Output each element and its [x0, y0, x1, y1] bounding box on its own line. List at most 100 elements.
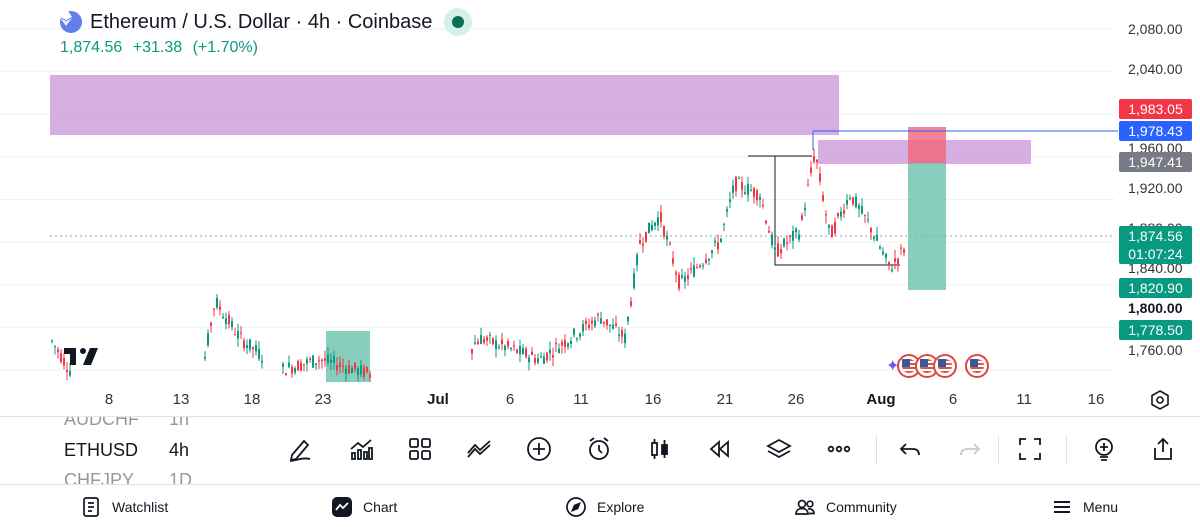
candle-body [645, 231, 647, 242]
fullscreen-icon[interactable] [1014, 433, 1046, 465]
candle-body [783, 238, 785, 247]
market-status-icon[interactable] [444, 8, 473, 36]
undo-icon[interactable] [894, 433, 926, 465]
candle-body [882, 251, 884, 255]
add-icon[interactable] [523, 433, 555, 465]
candle-body [234, 334, 236, 336]
candle-body [633, 273, 635, 288]
candle-body [627, 316, 629, 322]
candle-body [510, 348, 512, 350]
candle-body [255, 345, 257, 352]
candle-body [606, 319, 608, 326]
candle-body [828, 224, 830, 228]
share-icon[interactable] [1147, 433, 1179, 465]
last-price-tag: 1,874.56 [1128, 228, 1183, 244]
candle-body [672, 257, 674, 264]
candle-body [810, 167, 812, 173]
candle-body [297, 360, 299, 371]
symbol-list-item[interactable]: AUDCHF 1h [64, 417, 204, 430]
compare-icon[interactable] [463, 433, 495, 465]
candle-body [834, 221, 836, 234]
pencil-icon[interactable] [284, 433, 316, 465]
us-flag-event-icon[interactable] [933, 354, 958, 378]
price-axis-label: 1,800.00 [1128, 300, 1183, 316]
nav-label: Menu [1083, 498, 1119, 515]
symbol-list-item-active[interactable]: ETHUSD 4h [64, 440, 204, 461]
candle-body [492, 338, 494, 344]
candle-body [774, 247, 776, 251]
candle-body [249, 339, 251, 350]
candle-body [726, 209, 728, 212]
candle-body [858, 205, 860, 209]
candle-body [540, 356, 542, 358]
candle-body [786, 242, 788, 244]
layout-grid-icon[interactable] [404, 433, 436, 465]
candle-body [552, 355, 554, 358]
candle-body [294, 368, 296, 373]
candle-body [609, 324, 611, 327]
candle-body [753, 188, 755, 197]
layers-icon[interactable] [763, 433, 795, 465]
candle-body [513, 345, 515, 347]
candle-body [852, 197, 854, 205]
candle-body [600, 318, 602, 324]
price-chart[interactable] [0, 0, 1200, 416]
ethereum-icon [60, 8, 82, 33]
candle-body [900, 247, 902, 249]
chart-area[interactable]: Ethereum / U.S. Dollar · 4h · Coinbase 1… [0, 0, 1200, 416]
candle-body [888, 261, 890, 266]
redo-icon[interactable] [954, 433, 986, 465]
replay-icon[interactable] [703, 433, 735, 465]
time-axis-label: 11 [1016, 391, 1032, 408]
candle-body [792, 231, 794, 241]
candle-body [327, 354, 329, 363]
candle-body [258, 348, 260, 359]
candle-body [597, 313, 599, 316]
candle-body [213, 308, 215, 310]
candle-body [585, 320, 587, 325]
chart-settings-icon[interactable] [1150, 390, 1170, 410]
candle-body [240, 332, 242, 334]
candle-body [288, 362, 290, 368]
candle-body [477, 341, 479, 345]
candle-body [603, 321, 605, 324]
candle-body [306, 359, 308, 364]
symbol-switcher[interactable]: AUDCHF 1h ETHUSD 4h CHFJPY 1D [64, 417, 204, 485]
nav-watchlist[interactable]: Watchlist [80, 485, 168, 527]
economic-events[interactable]: ✦ [886, 354, 990, 378]
nav-label: Community [826, 498, 897, 515]
symbol-name: ETHUSD [64, 440, 139, 460]
candle-body [870, 227, 872, 233]
stop-zone [908, 127, 946, 163]
candle-body [342, 365, 344, 367]
nav-chart[interactable]: Chart [331, 485, 397, 527]
indicators-icon[interactable] [345, 433, 377, 465]
candle-body [849, 197, 851, 199]
nav-explore[interactable]: Explore [565, 485, 644, 527]
candles-icon[interactable] [643, 433, 675, 465]
candle-body [363, 367, 365, 377]
nav-menu[interactable]: Menu [1051, 485, 1118, 527]
candle-body [831, 225, 833, 238]
us-flag-event-icon[interactable] [965, 354, 990, 378]
candle-body [501, 339, 503, 345]
candle-body [369, 374, 371, 378]
candle-body [756, 190, 758, 201]
community-icon [795, 499, 815, 515]
candle-body [669, 243, 671, 245]
price-tag-target: 1,820.90 [1119, 278, 1192, 298]
bar-countdown: 01:07:24 [1128, 246, 1183, 262]
candle-body [300, 362, 302, 371]
alert-clock-icon[interactable] [583, 433, 615, 465]
candle-body [837, 213, 839, 216]
symbol-list-item[interactable]: CHFJPY 1D [64, 470, 204, 485]
candle-body [360, 365, 362, 375]
more-icon[interactable] [823, 433, 855, 465]
idea-icon[interactable] [1088, 433, 1120, 465]
symbol-title[interactable]: Ethereum / U.S. Dollar · 4h · Coinbase [90, 10, 433, 33]
candle-body [696, 267, 698, 269]
time-axis-label: 13 [172, 391, 190, 408]
symbol-interval: 1h [169, 417, 190, 429]
nav-label: Chart [363, 498, 398, 515]
nav-community[interactable]: Community [794, 485, 897, 527]
